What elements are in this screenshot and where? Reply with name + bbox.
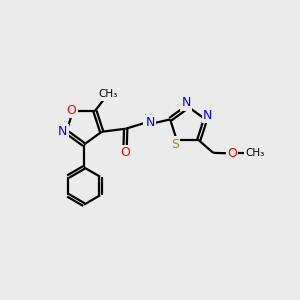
Text: O: O — [227, 147, 237, 160]
Text: H: H — [144, 113, 152, 124]
Text: S: S — [171, 138, 179, 151]
Text: O: O — [67, 104, 76, 117]
Text: O: O — [120, 146, 130, 159]
Text: CH₃: CH₃ — [245, 148, 264, 158]
Text: CH₃: CH₃ — [98, 89, 118, 100]
Text: N: N — [58, 125, 68, 138]
Text: N: N — [203, 109, 213, 122]
Text: N: N — [146, 116, 155, 129]
Text: N: N — [182, 96, 191, 110]
